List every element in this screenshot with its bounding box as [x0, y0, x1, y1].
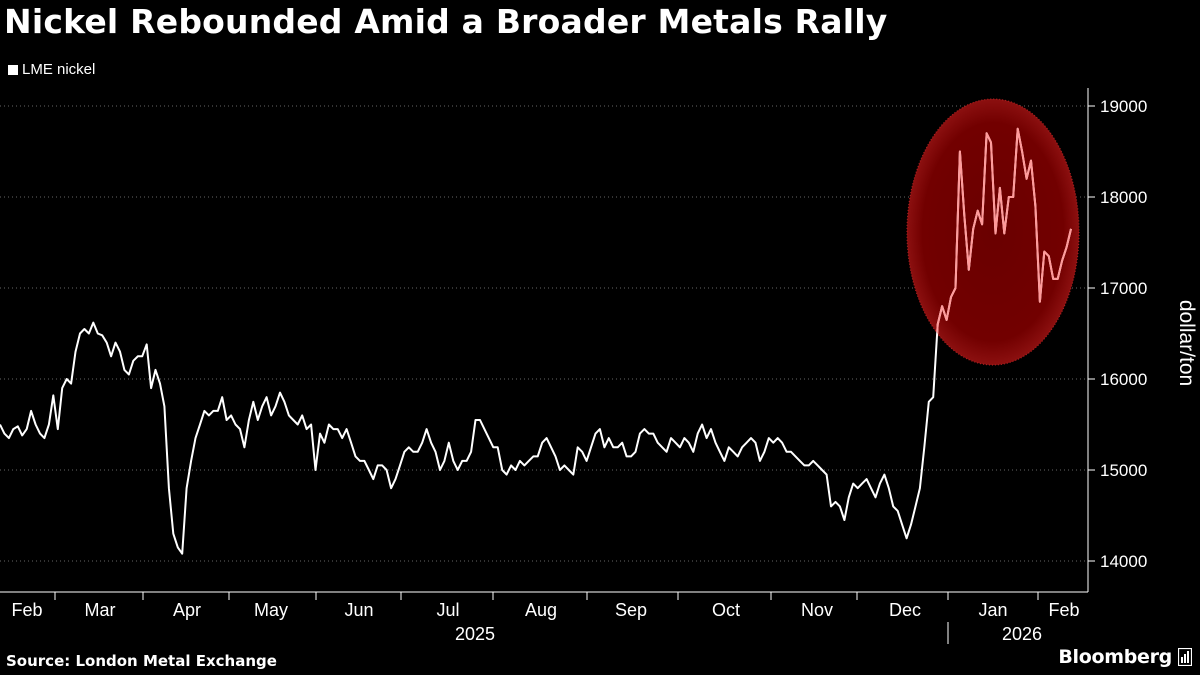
- y-tick-label: 14000: [1100, 552, 1147, 571]
- chart-icon: [1178, 648, 1192, 666]
- x-tick-label: Aug: [525, 600, 557, 620]
- x-tick-label: Oct: [712, 600, 740, 620]
- x-tick-label: Sep: [615, 600, 647, 620]
- legend-label: LME nickel: [22, 61, 96, 78]
- x-tick-label: Feb: [1048, 600, 1079, 620]
- y-axis-title: dollar/ton: [1175, 300, 1198, 386]
- x-tick-label: Jun: [344, 600, 373, 620]
- axes: 14000 15000 16000 17000 18000 19000 Feb Mar Apr M…: [0, 88, 1147, 644]
- x-tick-label: May: [254, 600, 288, 620]
- x-tick-label: Nov: [801, 600, 833, 620]
- y-tick-label: 17000: [1100, 279, 1147, 298]
- series-layer: [0, 127, 1072, 555]
- year-label: 2025: [455, 624, 495, 644]
- y-tick-label: 16000: [1100, 370, 1147, 389]
- legend-swatch: [8, 64, 18, 75]
- brand-block: Bloomberg: [1058, 646, 1192, 668]
- series-line-lme-nickel: [0, 127, 1072, 555]
- x-tick-label: Jan: [978, 600, 1007, 620]
- highlight-region: [906, 98, 1080, 366]
- y-tick-label: 18000: [1100, 188, 1147, 207]
- source-note: Source: London Metal Exchange: [6, 652, 277, 670]
- highlight-ellipse: [906, 98, 1080, 366]
- gridlines: [0, 105, 1088, 562]
- y-axis-title-group: dollar/ton: [1175, 300, 1198, 386]
- y-tick-label: 19000: [1100, 97, 1147, 116]
- legend: LME nickel: [8, 61, 95, 78]
- x-tick-label: Jul: [436, 600, 459, 620]
- bloomberg-logo: Bloomberg: [1058, 646, 1172, 668]
- x-tick-label: Mar: [85, 600, 116, 620]
- x-tick-label: Dec: [889, 600, 921, 620]
- x-tick-label: Apr: [173, 600, 201, 620]
- year-label: 2026: [1002, 624, 1042, 644]
- x-tick-label: Feb: [11, 600, 42, 620]
- chart-title: Nickel Rebounded Amid a Broader Metals R…: [4, 2, 888, 41]
- y-tick-label: 15000: [1100, 461, 1147, 480]
